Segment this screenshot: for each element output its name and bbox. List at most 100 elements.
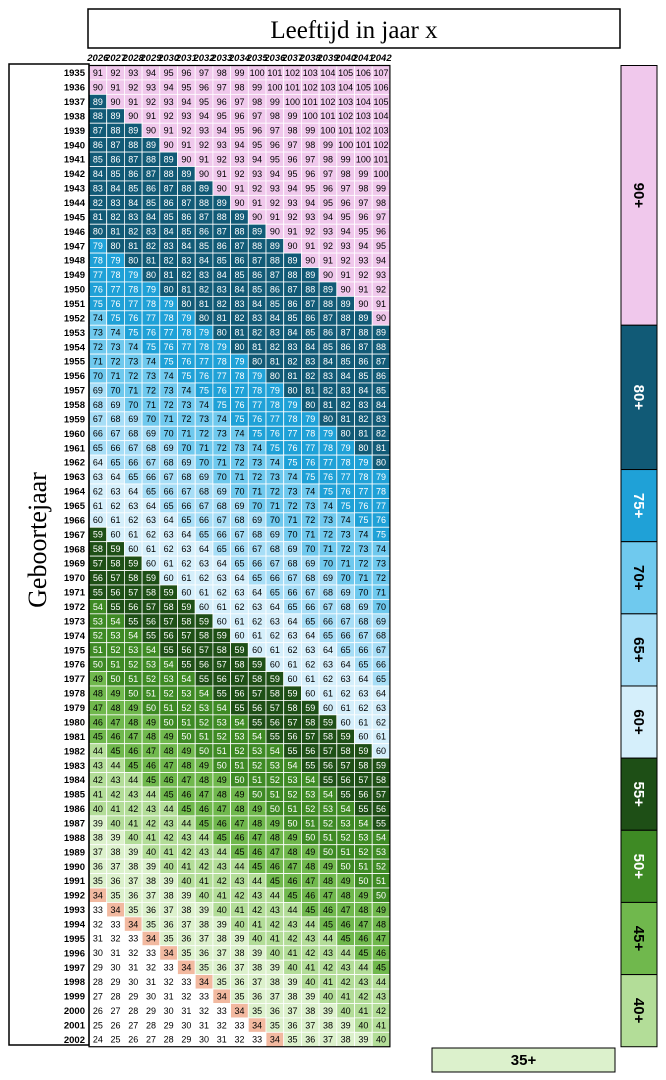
age-cell-value: 31 — [93, 934, 103, 944]
age-cell-value: 87 — [111, 140, 121, 150]
age-cell-value: 89 — [252, 227, 262, 237]
age-cell-value: 69 — [252, 515, 262, 525]
age-cell-value: 49 — [376, 905, 386, 915]
age-cell-value: 56 — [341, 775, 351, 785]
age-band-label: 45+ — [630, 926, 647, 952]
age-cell-value: 78 — [323, 443, 333, 453]
age-cell-value: 51 — [376, 876, 386, 886]
age-cell-value: 88 — [146, 154, 156, 164]
age-cell-value: 34 — [128, 919, 138, 929]
age-cell-value: 51 — [270, 789, 280, 799]
age-cell-value: 100 — [285, 97, 300, 107]
age-cell-value: 39 — [217, 919, 227, 929]
age-cell-value: 40 — [288, 963, 298, 973]
age-cell-value: 36 — [146, 905, 156, 915]
birth-year-label: 1944 — [64, 198, 86, 209]
age-cell-value: 75 — [270, 443, 280, 453]
age-cell-value: 64 — [164, 515, 174, 525]
birth-year-label: 1940 — [64, 140, 85, 151]
age-cell-value: 44 — [111, 761, 121, 771]
age-cell-value: 68 — [341, 602, 351, 612]
age-cell-value: 82 — [199, 284, 209, 294]
age-cell-value: 63 — [341, 674, 351, 684]
age-cell-value: 65 — [164, 501, 174, 511]
age-band-label: 70+ — [630, 565, 647, 591]
age-cell-value: 87 — [93, 126, 103, 136]
age-cell-value: 61 — [376, 732, 386, 742]
age-cell-value: 98 — [376, 198, 386, 208]
age-cell-value: 57 — [358, 775, 368, 785]
birth-year-label: 1946 — [64, 227, 85, 238]
age-cell-value: 32 — [93, 919, 103, 929]
age-cell-value: 44 — [217, 847, 227, 857]
age-cell-value: 86 — [164, 198, 174, 208]
age-cell-value: 41 — [234, 905, 244, 915]
age-cell-value: 54 — [234, 717, 244, 727]
age-cell-value: 31 — [128, 963, 138, 973]
age-cell-value: 101 — [267, 68, 282, 78]
age-cell-value: 85 — [288, 313, 298, 323]
age-cell-value: 80 — [288, 385, 298, 395]
year-header: 2042 — [369, 53, 392, 64]
age-cell-value: 42 — [288, 934, 298, 944]
age-cell-value: 64 — [111, 472, 121, 482]
age-cell-value: 55 — [305, 761, 315, 771]
age-cell-value: 76 — [146, 328, 156, 338]
age-cell-value: 82 — [146, 241, 156, 251]
age-cell-value: 79 — [93, 241, 103, 251]
age-cell-value: 82 — [376, 429, 386, 439]
age-cell-value: 67 — [199, 501, 209, 511]
age-cell-value: 45 — [376, 963, 386, 973]
age-cell-value: 37 — [288, 1006, 298, 1016]
age-cell-value: 56 — [288, 732, 298, 742]
age-cell-value: 70 — [111, 385, 121, 395]
age-cell-value: 52 — [181, 703, 191, 713]
age-cell-value: 43 — [234, 876, 244, 886]
age-cell-value: 70 — [270, 515, 280, 525]
age-cell-value: 67 — [270, 559, 280, 569]
age-cell-value: 83 — [93, 183, 103, 193]
age-cell-value: 31 — [111, 948, 121, 958]
age-cell-value: 75 — [181, 371, 191, 381]
age-cell-value: 63 — [111, 486, 121, 496]
age-cell-value: 35 — [234, 991, 244, 1001]
age-cell-value: 75 — [376, 530, 386, 540]
age-cell-value: 58 — [217, 645, 227, 655]
age-cell-value: 40 — [341, 1006, 351, 1016]
age-cell-value: 35 — [252, 1006, 262, 1016]
age-cell-value: 36 — [217, 963, 227, 973]
age-cell-value: 77 — [146, 313, 156, 323]
age-cell-value: 65 — [93, 443, 103, 453]
age-cell-value: 50 — [199, 746, 209, 756]
age-cell-value: 78 — [164, 313, 174, 323]
age-cell-value: 66 — [234, 544, 244, 554]
age-cell-value: 96 — [199, 82, 209, 92]
birth-year-label: 1975 — [64, 645, 86, 656]
age-cell-value: 36 — [199, 948, 209, 958]
age-cell-value: 42 — [358, 991, 368, 1001]
age-cell-value: 56 — [128, 602, 138, 612]
age-cell-value: 43 — [181, 833, 191, 843]
age-cell-value: 98 — [270, 111, 280, 121]
birth-year-label: 1949 — [64, 270, 85, 281]
age-cell-value: 105 — [356, 82, 371, 92]
age-cell-value: 50 — [217, 761, 227, 771]
age-cell-value: 38 — [341, 1035, 351, 1045]
age-cell-value: 79 — [270, 385, 280, 395]
age-cell-value: 37 — [146, 890, 156, 900]
age-cell-value: 41 — [164, 847, 174, 857]
birth-year-label: 1986 — [64, 804, 85, 815]
age-cell-value: 68 — [199, 486, 209, 496]
age-cell-value: 40 — [164, 862, 174, 872]
age-cell-value: 33 — [111, 919, 121, 929]
age-cell-value: 39 — [93, 818, 103, 828]
age-cell-value: 81 — [376, 443, 386, 453]
age-cell-value: 47 — [164, 761, 174, 771]
age-cell-value: 37 — [93, 847, 103, 857]
age-cell-value: 77 — [164, 328, 174, 338]
age-cell-value: 43 — [323, 948, 333, 958]
age-cell-value: 86 — [93, 140, 103, 150]
age-cell-value: 101 — [356, 140, 371, 150]
age-cell-value: 68 — [146, 443, 156, 453]
age-cell-value: 49 — [93, 674, 103, 684]
